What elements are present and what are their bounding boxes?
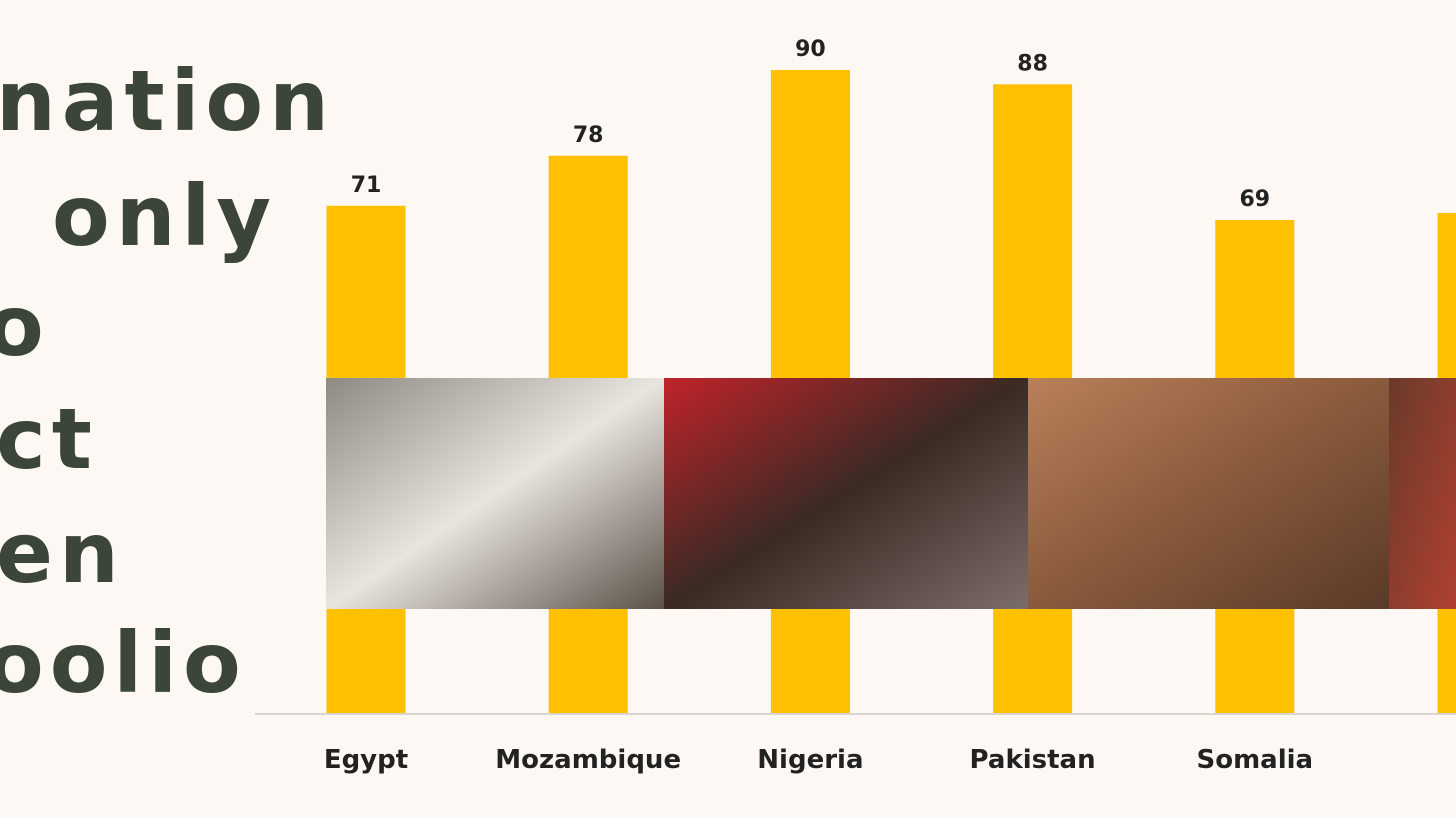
heading-line: ct — [0, 390, 98, 488]
value-label: 69 — [1239, 187, 1270, 212]
labels: 71 Egypt 78 Mozambique 90 Nigeria 88 Pakistan 69… — [324, 37, 1314, 775]
x-tick-label: Pakistan — [970, 745, 1096, 775]
x-tick-label: Nigeria — [757, 745, 863, 775]
heading-line: o — [0, 277, 50, 375]
value-label: 90 — [795, 37, 826, 62]
photo-strip — [326, 378, 1456, 609]
heading-line: nation — [0, 52, 335, 150]
heading-line: oolio — [0, 614, 247, 712]
photo — [326, 378, 664, 609]
value-label: 71 — [351, 173, 382, 198]
value-label: 88 — [1017, 51, 1048, 76]
value-label: 78 — [573, 123, 604, 148]
photo — [1028, 378, 1389, 609]
x-tick-label: Egypt — [324, 745, 408, 775]
heading-line: en — [0, 504, 125, 602]
x-tick-label: Mozambique — [495, 745, 681, 775]
heading-line: only — [52, 167, 277, 265]
photo — [1389, 378, 1456, 609]
photo — [664, 378, 1028, 609]
x-tick-label: Somalia — [1197, 745, 1314, 775]
